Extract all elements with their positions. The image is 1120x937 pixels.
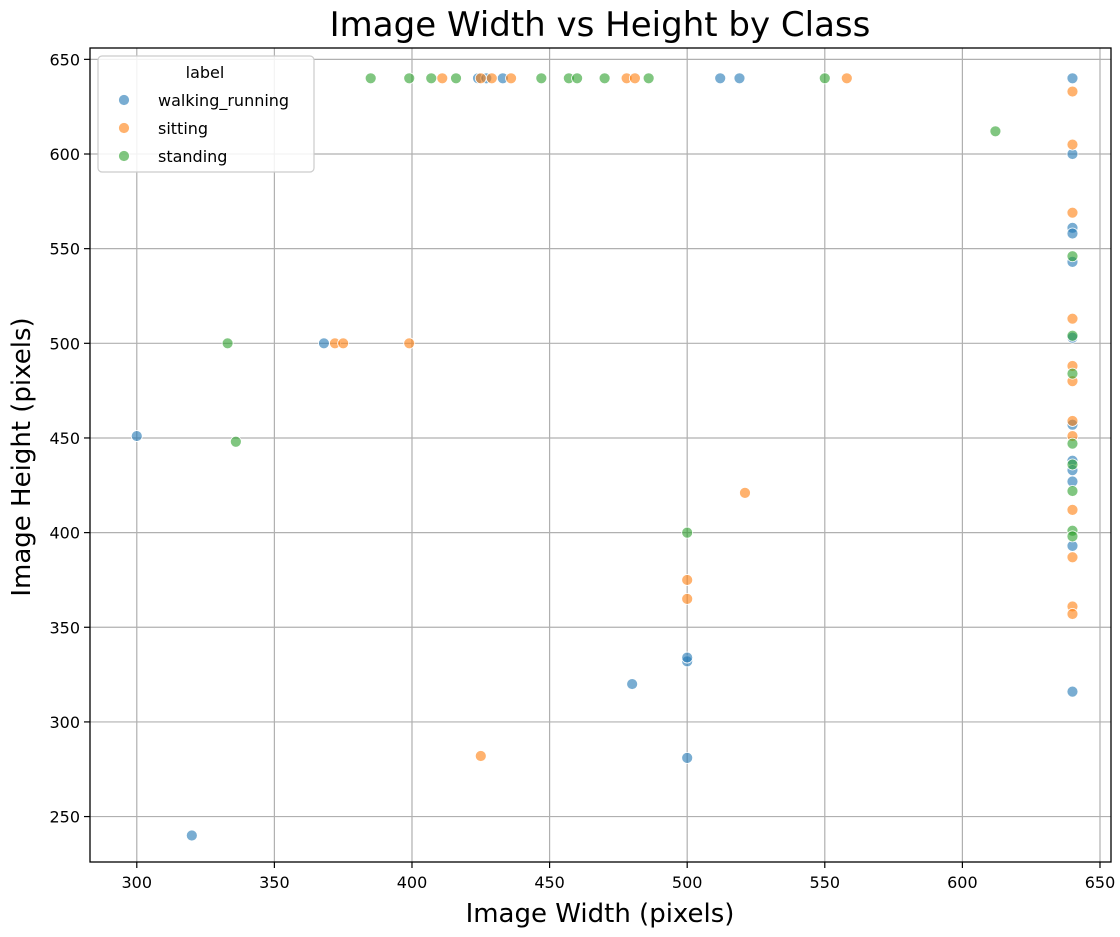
data-point-standing [598, 72, 611, 85]
legend-label: walking_running [158, 91, 289, 111]
y-tick-label: 600 [49, 145, 80, 164]
data-point-sitting [681, 574, 694, 586]
data-point-standing [221, 337, 234, 350]
data-point-sitting [1066, 206, 1079, 219]
data-point-walking-running [1066, 227, 1079, 240]
data-point-standing [571, 72, 584, 85]
y-tick-label: 250 [49, 808, 80, 827]
data-point-sitting [1066, 312, 1079, 325]
data-point-walking-running [733, 72, 746, 85]
axis-ticks: 300 350 400 450 500 550 600 650 250 300 350 400 450 5… [49, 50, 1115, 892]
data-point-standing [1066, 437, 1079, 450]
data-point-walking-running [185, 829, 198, 842]
data-point-sitting [1066, 551, 1079, 564]
data-point-standing [642, 72, 655, 85]
x-tick-label: 350 [259, 873, 290, 892]
data-point-sitting [403, 337, 416, 350]
plot-area-frame [89, 47, 1112, 863]
data-point-standing [1066, 250, 1079, 263]
data-point-walking-running [1066, 685, 1079, 698]
data-point-standing [1066, 458, 1079, 471]
data-point-sitting [485, 72, 498, 85]
data-point-walking-running [681, 651, 694, 664]
gridlines [90, 48, 1111, 862]
data-point-standing [1066, 485, 1079, 497]
data-point-standing [425, 72, 438, 85]
data-point-sitting [840, 72, 853, 85]
data-point-sitting [505, 72, 517, 85]
legend-label: sitting [158, 119, 208, 138]
data-point-sitting [1066, 608, 1079, 620]
data-point-standing [535, 72, 548, 85]
chart-title: Image Width vs Height by Class [330, 5, 871, 45]
data-point-standing [403, 72, 416, 85]
x-tick-label: 400 [397, 873, 428, 892]
data-point-sitting [1066, 415, 1079, 427]
data-point-sitting [739, 486, 751, 499]
data-point-walking-running [130, 430, 143, 442]
x-tick-label: 600 [947, 873, 978, 892]
x-axis-label: Image Width (pixels) [466, 899, 735, 929]
x-tick-label: 300 [122, 873, 153, 892]
x-tick-label: 500 [672, 873, 703, 892]
data-point-sitting [337, 337, 350, 350]
data-point-walking-running [1066, 72, 1079, 85]
data-point-sitting [1066, 503, 1079, 516]
x-tick-label: 450 [534, 873, 565, 892]
legend-label: standing [158, 147, 227, 166]
y-tick-label: 350 [49, 618, 80, 637]
y-tick-label: 500 [49, 334, 80, 353]
data-point-sitting [1066, 138, 1079, 151]
data-point-standing [1066, 329, 1079, 342]
data-point-standing [229, 435, 242, 448]
data-point-sitting [474, 72, 487, 85]
data-point-standing [364, 72, 377, 85]
y-tick-label: 550 [49, 240, 80, 259]
data-point-walking-running [626, 678, 639, 690]
data-point-standing [1066, 367, 1079, 380]
legend-marker [118, 94, 130, 106]
data-point-walking-running [681, 751, 694, 764]
data-points [130, 72, 1079, 842]
data-point-standing [1066, 530, 1079, 543]
legend-marker [118, 150, 130, 162]
y-axis-label: Image Height (pixels) [7, 317, 37, 596]
x-tick-label: 650 [1085, 873, 1116, 892]
data-point-standing [450, 72, 462, 85]
data-point-sitting [681, 592, 694, 605]
legend-box [97, 55, 315, 173]
data-point-sitting [1066, 85, 1079, 98]
data-point-sitting [474, 750, 487, 762]
legend-marker [118, 122, 130, 134]
y-tick-label: 450 [49, 429, 80, 448]
y-tick-label: 300 [49, 713, 80, 732]
data-point-walking-running [714, 72, 727, 85]
y-tick-label: 650 [49, 50, 80, 69]
data-point-standing [681, 526, 694, 539]
data-point-walking-running [318, 337, 330, 350]
x-tick-label: 550 [810, 873, 841, 892]
y-tick-label: 400 [49, 524, 80, 543]
legend-title: label [186, 63, 225, 82]
data-point-sitting [436, 72, 449, 85]
data-point-standing [989, 125, 1002, 138]
data-point-sitting [629, 72, 641, 85]
data-point-standing [818, 72, 831, 85]
